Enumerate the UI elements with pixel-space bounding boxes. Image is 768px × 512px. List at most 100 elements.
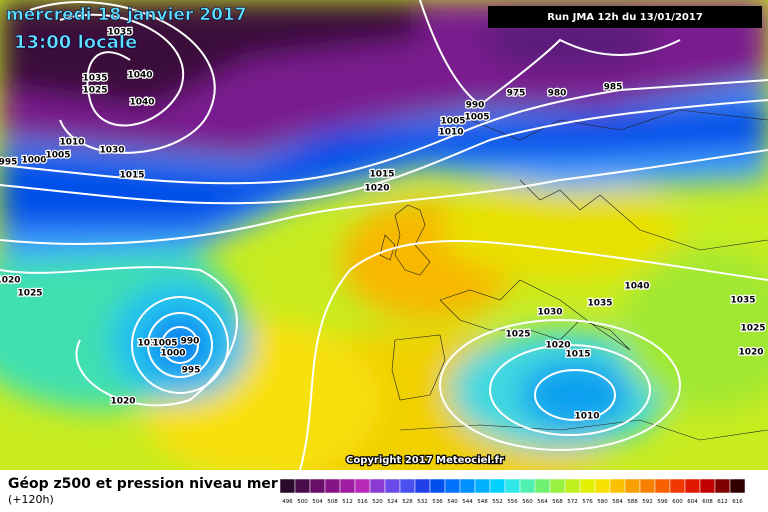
scale-swatch — [564, 478, 581, 494]
scale-label: 540 — [447, 499, 458, 505]
legend-title: Géop z500 et pression niveau mer — [8, 476, 278, 492]
scale-swatch — [639, 478, 656, 494]
scale-label: 500 — [297, 499, 308, 505]
color-scale: 496 500 504 508 512 516 520 524 528 532 536 540 544 5… — [279, 478, 746, 505]
isobar-label: 990 — [466, 101, 485, 111]
copyright: Copyright 2017 Meteociel.fr — [346, 455, 504, 466]
scale-label: 560 — [522, 499, 533, 505]
scale-label: 612 — [717, 499, 728, 505]
scale-swatch — [339, 478, 356, 494]
scale-swatch — [579, 478, 596, 494]
coastlines — [379, 109, 768, 441]
scale-swatch — [399, 478, 416, 494]
scale-label: 508 — [327, 499, 338, 505]
scale-swatch — [474, 478, 491, 494]
isobar-label: 1010 — [438, 128, 463, 138]
isobar-label: 1025 — [740, 324, 765, 334]
scale-swatch — [609, 478, 626, 494]
isobar-label: 1025 — [505, 330, 530, 340]
scale-label: 504 — [312, 499, 323, 505]
scale-swatch — [654, 478, 671, 494]
scale-label: 616 — [732, 499, 743, 505]
scale-label: 584 — [612, 499, 623, 505]
scale-label: 532 — [417, 499, 428, 505]
isobars — [0, 0, 768, 471]
scale-swatch — [714, 478, 731, 494]
scale-swatch — [459, 478, 476, 494]
isobar-label: 1010 — [137, 339, 162, 349]
scale-swatch — [684, 478, 701, 494]
isobar-label: 1030 — [99, 146, 124, 156]
run-info: Run JMA 12h du 13/01/2017 — [547, 12, 703, 23]
scale-swatch — [369, 478, 386, 494]
isobar-label: 1020 — [364, 184, 389, 194]
isobar-label: 1020 — [545, 341, 570, 351]
scale-swatch — [594, 478, 611, 494]
scale-label: 572 — [567, 499, 578, 505]
isobar-label: 990 — [181, 337, 200, 347]
scale-label: 600 — [672, 499, 683, 505]
scale-label: 556 — [507, 499, 518, 505]
scale-swatch — [699, 478, 716, 494]
time-title: 13:00 locale — [14, 32, 137, 53]
isobar-label: 1025 — [17, 289, 42, 299]
scale-label: 604 — [687, 499, 698, 505]
isobar-label: 995 — [0, 158, 17, 168]
scale-label: 552 — [492, 499, 503, 505]
isobar-label: 1005 — [45, 151, 70, 161]
scale-label: 528 — [402, 499, 413, 505]
scale-label: 512 — [342, 499, 353, 505]
scale-label: 544 — [462, 499, 473, 505]
scale-swatch — [624, 478, 641, 494]
scale-swatch — [729, 478, 746, 494]
isobar-label: 1000 — [21, 156, 46, 166]
isobar-label: 1005 — [440, 117, 465, 127]
isobar-label: 1040 — [624, 282, 649, 292]
isobar-label: 1010 — [59, 138, 84, 148]
scale-label: 548 — [477, 499, 488, 505]
scale-swatch — [429, 478, 446, 494]
scale-swatch — [444, 478, 461, 494]
isobar-label: 1035 — [107, 28, 132, 38]
isobar-label: 1020 — [110, 397, 135, 407]
scale-label: 520 — [372, 499, 383, 505]
legend-subtitle: (+120h) — [8, 493, 54, 506]
run-banner — [488, 6, 762, 28]
scale-swatch — [324, 478, 341, 494]
scale-swatch — [354, 478, 371, 494]
scale-swatch — [309, 478, 326, 494]
scale-label: 568 — [552, 499, 563, 505]
isobar-label: 1015 — [369, 170, 394, 180]
isobar-label: 975 — [507, 89, 526, 99]
isobar-label: 995 — [182, 366, 201, 376]
scale-label: 608 — [702, 499, 713, 505]
scale-swatch — [534, 478, 551, 494]
scale-label: 564 — [537, 499, 548, 505]
isobar-label: 980 — [548, 89, 567, 99]
isobar-label: 1000 — [160, 349, 185, 359]
isobar-label: 1005 — [464, 113, 489, 123]
scale-swatch — [549, 478, 566, 494]
isobar-label: 1030 — [537, 308, 562, 318]
scale-label: 524 — [387, 499, 398, 505]
isobar-label: 1040 — [127, 71, 152, 81]
scale-label: 536 — [432, 499, 443, 505]
isobar-label: 1040 — [129, 98, 154, 108]
scale-label: 580 — [597, 499, 608, 505]
isobar-label: 1005 — [152, 339, 177, 349]
scale-label: 496 — [282, 499, 293, 505]
isobar-label: 1010 — [574, 412, 599, 422]
scale-swatch — [504, 478, 521, 494]
isobar-label: 1025 — [82, 86, 107, 96]
isobar-label: 1020 — [738, 348, 763, 358]
scale-label: 592 — [642, 499, 653, 505]
isobar-label: 1035 — [730, 296, 755, 306]
scale-swatch — [279, 478, 296, 494]
date-title: mercredi 18 janvier 2017 — [6, 5, 247, 25]
isobar-label: 985 — [604, 83, 623, 93]
scale-swatch — [414, 478, 431, 494]
scale-swatch — [294, 478, 311, 494]
